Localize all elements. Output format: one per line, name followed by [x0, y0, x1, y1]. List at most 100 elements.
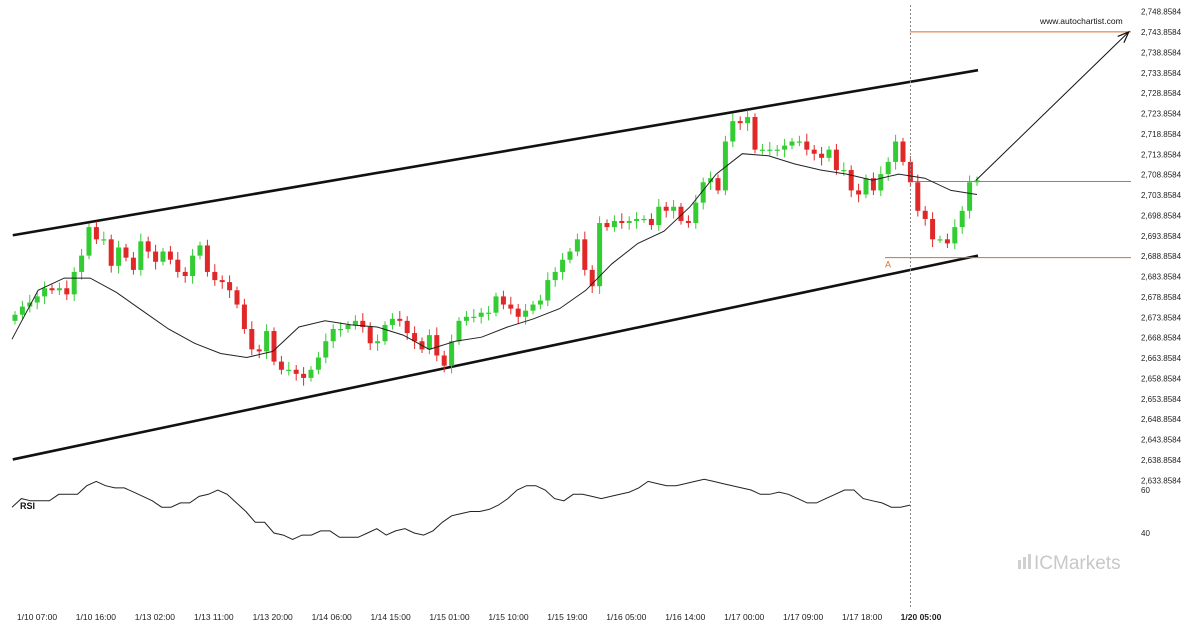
- candle-body: [944, 239, 950, 244]
- time-tick-label: 1/16 14:00: [665, 612, 705, 622]
- candle-body: [249, 329, 255, 350]
- candle-body: [967, 182, 973, 211]
- price-tick-label: 2,733.8584: [1141, 69, 1182, 78]
- price-tick-label: 2,688.8584: [1141, 252, 1182, 261]
- candle-body: [264, 331, 270, 352]
- price-tick-label: 2,673.8584: [1141, 313, 1182, 322]
- candle-body: [42, 288, 48, 297]
- candle-body: [634, 218, 640, 221]
- price-tick-label: 2,698.8584: [1141, 212, 1182, 221]
- candle-body: [49, 288, 55, 291]
- candle-body: [463, 316, 469, 321]
- candle-body: [256, 349, 262, 352]
- candle-body: [93, 227, 99, 240]
- time-tick-label: 1/10 07:00: [17, 612, 57, 622]
- candle-body: [382, 324, 388, 342]
- candle-body: [819, 153, 825, 158]
- candle-body: [863, 178, 869, 195]
- candle-body: [434, 335, 440, 356]
- price-tick-label: 2,693.8584: [1141, 232, 1182, 241]
- candle-body: [175, 259, 181, 272]
- candle-body: [700, 182, 706, 203]
- rsi-title: RSI: [20, 501, 35, 511]
- candle-body: [685, 220, 691, 224]
- candle-body: [952, 227, 958, 244]
- candle-body: [426, 335, 432, 350]
- candle-body: [515, 308, 521, 317]
- candle-body: [907, 161, 913, 183]
- site-watermark: www.autochartist.com: [1039, 16, 1123, 26]
- candle-body: [900, 141, 906, 162]
- candle-body: [508, 304, 514, 309]
- candle-body: [693, 202, 699, 224]
- candle-body: [856, 190, 862, 195]
- candles: [12, 110, 980, 386]
- candle-body: [560, 259, 566, 272]
- price-tick-label: 2,743.8584: [1141, 28, 1182, 37]
- candle-body: [219, 280, 225, 283]
- moving-average-line: [11, 153, 978, 359]
- candle-body: [774, 149, 780, 151]
- time-tick-label: 1/15 10:00: [488, 612, 528, 622]
- price-tick-label: 2,708.8584: [1141, 171, 1182, 180]
- candle-body: [241, 304, 247, 329]
- candle-body: [397, 318, 403, 321]
- brand-logo-text: ICMarkets: [1034, 553, 1121, 574]
- price-tick-label: 2,683.8584: [1141, 273, 1182, 282]
- price-tick-label: 2,738.8584: [1141, 48, 1182, 57]
- time-tick-label: 1/13 02:00: [135, 612, 175, 622]
- candle-body: [330, 329, 336, 342]
- rsi-tick-label: 60: [1141, 486, 1150, 495]
- moving-average: [11, 153, 978, 359]
- rsi-line: [11, 478, 911, 541]
- candle-body: [708, 178, 714, 183]
- candle-body: [885, 161, 891, 175]
- candle-body: [648, 218, 654, 226]
- lower-channel-line: [12, 254, 979, 461]
- price-tick-label: 2,648.8584: [1141, 415, 1182, 424]
- candle-body: [449, 341, 455, 366]
- price-tick-label: 2,638.8584: [1141, 456, 1182, 465]
- candle-body: [811, 149, 817, 154]
- candle-body: [116, 247, 122, 266]
- candle-body: [389, 318, 395, 325]
- pattern-point-label: A: [885, 260, 891, 270]
- time-tick-label: 1/14 15:00: [371, 612, 411, 622]
- candle-body: [826, 149, 832, 158]
- time-tick-label: 1/13 11:00: [194, 612, 234, 622]
- candle-body: [678, 206, 684, 221]
- level-lines: A: [885, 31, 1131, 270]
- candle-body: [537, 300, 543, 305]
- price-tick-label: 2,728.8584: [1141, 89, 1182, 98]
- candle-body: [759, 149, 765, 151]
- projection-arrowhead: [1117, 30, 1130, 44]
- candle-body: [878, 174, 884, 191]
- candle-body: [782, 145, 788, 150]
- projection-line: [975, 31, 1130, 181]
- price-tick-label: 2,678.8584: [1141, 293, 1182, 302]
- rsi-tick-label: 40: [1141, 529, 1150, 538]
- price-tick-label: 2,653.8584: [1141, 395, 1182, 404]
- candle-body: [108, 239, 114, 266]
- candle-body: [597, 223, 603, 287]
- candle-body: [64, 288, 70, 295]
- price-tick-label: 2,713.8584: [1141, 150, 1182, 159]
- candle-body: [604, 223, 610, 228]
- price-axis: 2,748.8584 2,743.8584 2,738.8584 2,733.8584…: [1141, 8, 1182, 486]
- rsi-axis: 60 40: [1141, 486, 1150, 538]
- candle-body: [930, 218, 936, 240]
- candle-body: [204, 245, 210, 272]
- candle-body: [182, 271, 188, 277]
- candle-body: [441, 355, 447, 366]
- candle-body: [79, 255, 85, 272]
- candle-body: [552, 271, 558, 281]
- time-tick-label: 1/15 01:00: [429, 612, 469, 622]
- candle-body: [471, 316, 477, 318]
- candle-body: [582, 239, 588, 270]
- candle-body: [656, 206, 662, 226]
- candle-body: [493, 296, 499, 313]
- time-tick-label: 1/17 00:00: [724, 612, 764, 622]
- time-axis: 1/10 07:00 1/10 16:00 1/13 02:00 1/13 11:00…: [17, 612, 942, 622]
- candle-body: [841, 170, 847, 172]
